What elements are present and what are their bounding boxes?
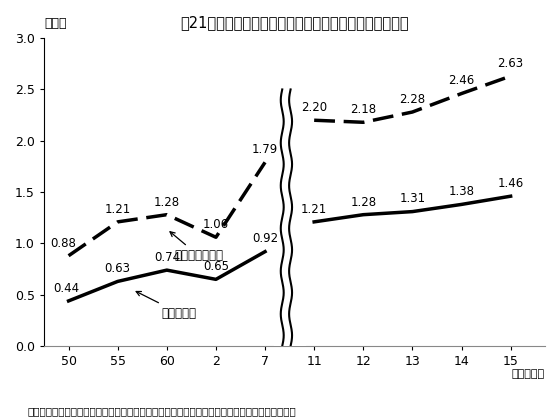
Text: 対一般財源総額: 対一般財源総額 (170, 232, 223, 262)
Text: 0.74: 0.74 (154, 251, 180, 264)
Text: 1.21: 1.21 (301, 203, 327, 216)
Text: 1.79: 1.79 (252, 143, 278, 156)
Text: 2.46: 2.46 (449, 74, 475, 87)
Text: 2.18: 2.18 (350, 103, 376, 116)
Text: （倍）: （倍） (44, 17, 67, 30)
Text: 1.21: 1.21 (105, 203, 131, 216)
Text: （年度末）: （年度末） (512, 369, 545, 379)
Text: 0.44: 0.44 (53, 282, 79, 295)
Text: 0.88: 0.88 (51, 236, 77, 249)
Text: 1.31: 1.31 (399, 192, 426, 205)
Title: 第21図　地方債現在高の歳入総額等に対する割合の推移: 第21図 地方債現在高の歳入総額等に対する割合の推移 (180, 15, 409, 30)
Text: 1.28: 1.28 (154, 196, 180, 208)
Text: 1.28: 1.28 (350, 196, 376, 208)
Text: （注）　地方債現在高は、特定資金公共事業債及び特定資金公共投資事業債を除いた額である。: （注） 地方債現在高は、特定資金公共事業債及び特定資金公共投資事業債を除いた額で… (28, 406, 297, 416)
Text: 対歳入総額: 対歳入総額 (136, 291, 197, 320)
Text: 2.28: 2.28 (399, 93, 426, 106)
Bar (274, 33, 305, 351)
Text: 0.92: 0.92 (252, 233, 278, 245)
Text: 1.46: 1.46 (497, 177, 524, 190)
Text: 0.65: 0.65 (203, 260, 229, 273)
Text: 2.63: 2.63 (497, 57, 524, 70)
Text: 2.20: 2.20 (301, 101, 327, 114)
Text: 0.63: 0.63 (105, 262, 130, 275)
Text: 1.06: 1.06 (203, 218, 229, 231)
Text: 1.38: 1.38 (449, 185, 474, 198)
